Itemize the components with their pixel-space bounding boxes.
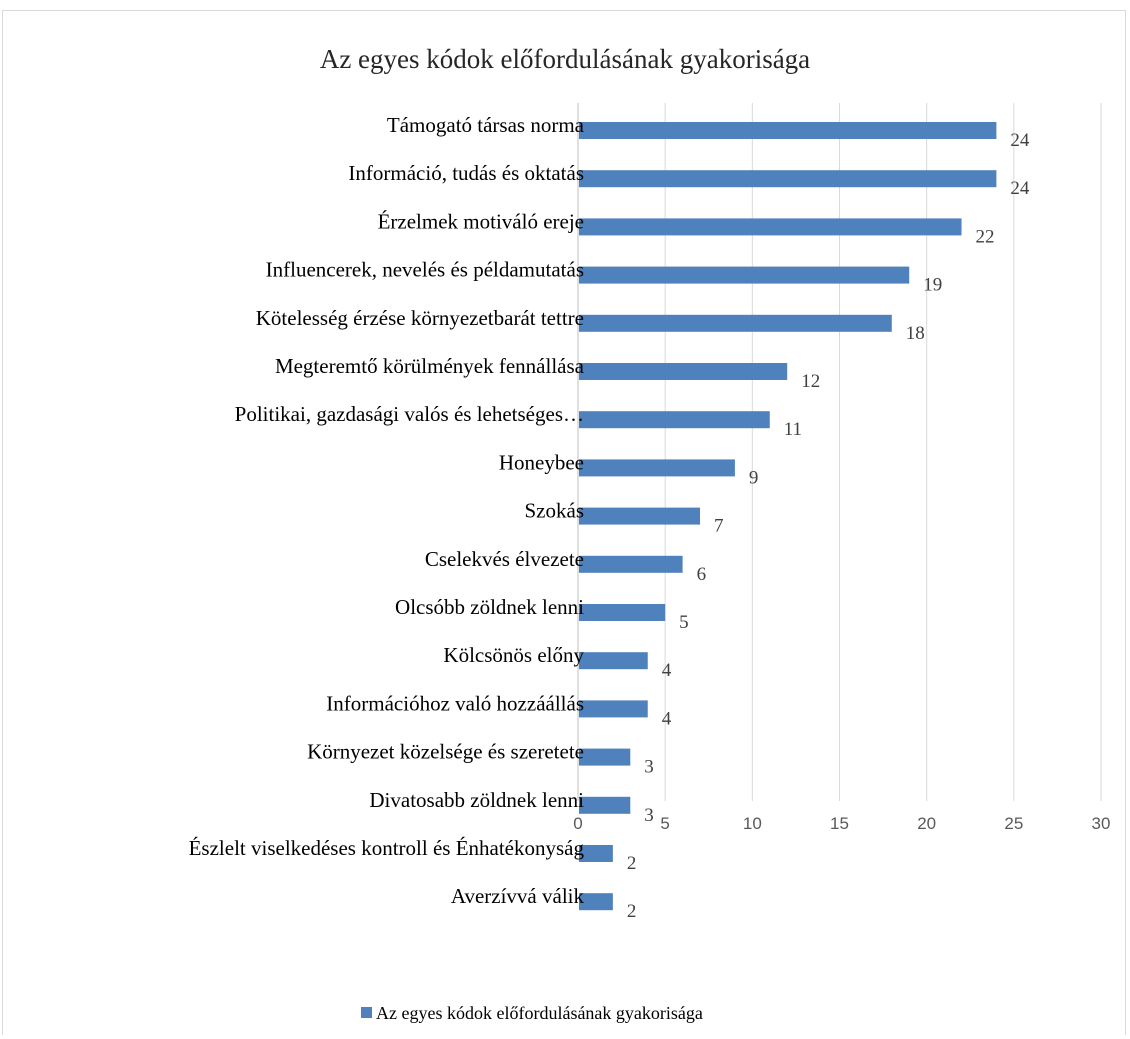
- category-label: Támogató társas norma: [387, 113, 585, 137]
- x-tick-label: 30: [1092, 814, 1111, 833]
- data-label: 3: [644, 757, 654, 778]
- category-label: Szokás: [525, 499, 585, 523]
- category-label: Környezet közelsége és szeretete: [307, 740, 584, 764]
- bar-chart: Az egyes kódok előfordulásának gyakorisá…: [189, 44, 1111, 1023]
- category-label: Megteremtő körülmények fennállása: [275, 354, 585, 378]
- category-label: Információhoz való hozzáállás: [326, 691, 584, 715]
- category-labels: Támogató társas norma Információ, tudás é…: [189, 113, 585, 908]
- bar: [579, 507, 701, 525]
- x-tick-label: 0: [573, 814, 582, 833]
- x-tick-label: 10: [743, 814, 762, 833]
- x-axis-ticks: 0 5 10 15 20 25 30: [573, 814, 1110, 833]
- bar: [579, 700, 648, 718]
- bar: [579, 555, 683, 573]
- bar: [579, 652, 648, 670]
- data-label: 9: [749, 467, 759, 488]
- data-label: 2: [627, 853, 637, 874]
- data-label: 24: [1010, 178, 1030, 199]
- data-label: 22: [976, 226, 995, 247]
- bar: [579, 218, 962, 236]
- data-label: 4: [662, 660, 672, 681]
- data-label: 3: [644, 805, 654, 826]
- legend-label: Az egyes kódok előfordulásának gyakorisá…: [376, 1003, 703, 1023]
- legend-swatch: [361, 1007, 372, 1018]
- x-tick-label: 5: [660, 814, 669, 833]
- data-label: 6: [697, 564, 707, 585]
- category-label: Politikai, gazdasági valós és lehetséges…: [235, 402, 584, 426]
- category-label: Influencerek, nevelés és példamutatás: [266, 258, 584, 282]
- category-label: Kötelesség érzése környezetbarát tettre: [256, 306, 584, 330]
- category-label: Honeybee: [499, 450, 584, 474]
- data-label: 19: [923, 275, 942, 296]
- data-label: 5: [679, 612, 689, 633]
- bars: [579, 122, 997, 911]
- category-label: Információ, tudás és oktatás: [348, 161, 584, 185]
- category-label: Olcsóbb zöldnek lenni: [395, 595, 584, 619]
- category-label: Érzelmek motiváló ereje: [378, 209, 584, 233]
- category-label: Kölcsönös előny: [443, 643, 584, 667]
- data-label: 18: [906, 323, 925, 344]
- legend: Az egyes kódok előfordulásának gyakorisá…: [361, 1003, 703, 1023]
- x-tick-label: 25: [1004, 814, 1023, 833]
- bar: [579, 845, 613, 862]
- data-label: 2: [627, 901, 637, 922]
- category-label: Averzívvá válik: [451, 884, 585, 908]
- bar: [579, 170, 997, 188]
- data-label: 24: [1010, 130, 1030, 151]
- bar: [579, 748, 631, 766]
- data-label: 11: [784, 419, 802, 440]
- category-label: Észlelt viselkedéses kontroll és Énhaték…: [189, 836, 585, 860]
- bar: [579, 459, 735, 477]
- chart-title: Az egyes kódok előfordulásának gyakorisá…: [320, 44, 810, 74]
- chart-frame: Az egyes kódok előfordulásának gyakorisá…: [2, 10, 1126, 1035]
- x-tick-label: 15: [830, 814, 849, 833]
- bar: [579, 411, 770, 429]
- bar: [579, 893, 613, 911]
- category-label: Divatosabb zöldnek lenni: [369, 788, 584, 812]
- bar: [579, 363, 788, 380]
- bar: [579, 796, 631, 814]
- bar: [579, 266, 910, 284]
- gridlines: [577, 103, 1102, 801]
- x-tick-label: 20: [917, 814, 936, 833]
- bar: [579, 604, 666, 621]
- data-label: 12: [801, 371, 820, 392]
- category-label: Cselekvés élvezete: [425, 547, 584, 571]
- bar: [579, 314, 892, 332]
- data-label: 4: [662, 708, 672, 729]
- data-label: 7: [714, 516, 724, 537]
- bar: [579, 122, 997, 139]
